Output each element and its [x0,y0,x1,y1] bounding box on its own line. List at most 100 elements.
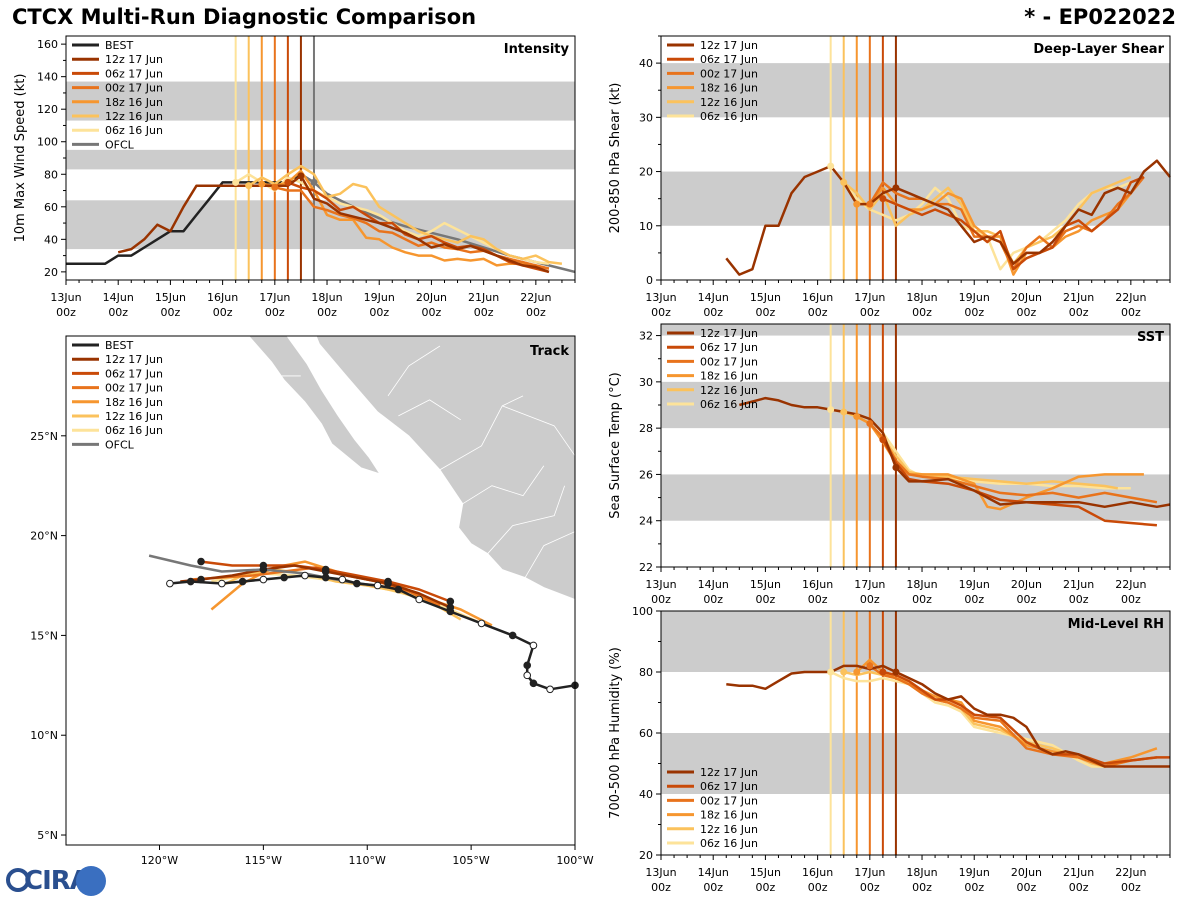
intensity-xtick-label-day: 15Jun [155,291,186,304]
sst-xtick-label-day: 15Jun [750,578,781,591]
intensity-xtick-label-day: 19Jun [364,291,395,304]
intensity-xtick-label-day: 21Jun [468,291,499,304]
intensity-xtick-label-hour: 00z [56,306,76,319]
track-position-marker-best [373,581,382,590]
shear-ytick-label: 30 [639,111,653,124]
sst-xtick-label-hour: 00z [964,593,984,606]
sst-xtick-label-hour: 00z [651,593,671,606]
sst-ytick-label: 32 [639,330,653,343]
shear-xtick-label-hour: 00z [964,306,984,319]
shear-panel-title: Deep-Layer Shear [1033,42,1164,57]
sst-xtick-label-day: 20Jun [1011,578,1042,591]
intensity-xtick-label-day: 17Jun [259,291,290,304]
track-position-marker-best [446,607,455,616]
shear-ytick-label: 0 [646,274,653,287]
state-border [439,395,524,471]
rh-panel: 13Jun 00z 14Jun 00z 15Jun 00z 16Jun 00z 17Jun 00z… [608,605,1171,894]
sst-xtick-label-hour: 00z [756,593,776,606]
rh-ylabel: 700-500 hPa Humidity (%) [608,647,623,819]
intensity-xtick-label-hour: 00z [161,306,181,319]
track-position-marker-best [394,585,403,594]
rh-ytick-label: 100 [632,605,653,618]
shear-legend-label-06z-17-jun: 06z 17 Jun [700,53,758,66]
rh-legend-label-06z-16-jun: 06z 16 Jun [700,837,758,850]
rh-threshold-band [661,611,1170,672]
intensity-xtick-label-hour: 00z [108,306,128,319]
intensity-init-marker-12z-16-jun [245,182,253,190]
intensity-init-marker-ofcl [310,178,318,186]
rh-xtick-label-hour: 00z [1121,881,1141,894]
track-panel: 120°W 115°W 110°W 105°W 100°W 5°N 10°N 15°N 20°N… [30,335,594,867]
sst-init-marker-18z-16-jun [853,413,861,421]
track-ytick-label: 25°N [30,430,58,443]
intensity-ytick-label: 40 [44,233,58,246]
sst-init-marker-00z-17-jun [866,420,874,428]
sst-init-marker-12z-16-jun [840,408,848,416]
track-position-marker-best [166,579,174,588]
sst-legend-label-12z-17-jun: 12z 17 Jun [700,327,758,340]
rh-xtick-label-day: 19Jun [959,866,990,879]
shear-series-12z-16-jun [842,175,1132,265]
intensity-init-marker-00z-17-jun [271,183,279,191]
sst-xtick-label-day: 17Jun [854,578,885,591]
rh-xtick-label-day: 16Jun [802,866,833,879]
intensity-xtick-label-hour: 00z [317,306,337,319]
sst-ytick-label: 26 [639,468,653,481]
track-legend-label-ofcl: OFCL [105,438,135,451]
track-position-marker-best [477,619,486,628]
track-position-marker-best [523,671,532,680]
sst-frame [660,323,1171,568]
sst-xtick-label-day: 19Jun [959,578,990,591]
intensity-series-18z-16-jun [261,169,550,270]
rh-init-marker-18z-16-jun [853,668,861,676]
rh-xtick-label-hour: 00z [703,881,723,894]
intensity-frame [65,35,576,281]
intensity-xtick-label-day: 16Jun [207,291,238,304]
sst-init-marker-06z-16-jun [827,406,835,414]
intensity-threshold-band [66,149,575,170]
track-position-marker-best [415,595,423,604]
shear-xtick-label-hour: 00z [860,306,880,319]
intensity-init-marker-06z-16-jun [232,178,240,186]
rh-xtick-label-day: 20Jun [1011,866,1042,879]
sst-ytick-label: 30 [639,376,653,389]
intensity-legend-label-12z-16-jun: 12z 16 Jun [105,110,163,123]
shear-init-marker-12z-17-jun [892,184,900,192]
rh-xtick-label-day: 18Jun [906,866,937,879]
sst-legend-label-12z-16-jun: 12z 16 Jun [700,384,758,397]
shear-ytick-label: 20 [639,166,653,179]
intensity-xtick-label-hour: 00z [526,306,546,319]
rh-xtick-label-hour: 00z [1017,881,1037,894]
track-ytick-label: 5°N [37,829,58,842]
sst-series-06z-17-jun [881,439,1158,527]
shear-xtick-label-hour: 00z [808,306,828,319]
sst-legend-label-06z-17-jun: 06z 17 Jun [700,341,758,354]
shear-init-marker-00z-17-jun [866,200,874,208]
track-position-marker-best [321,573,330,582]
sst-threshold-band [661,324,1170,336]
track-ytick-label: 10°N [30,729,58,742]
intensity-xtick-label-hour: 00z [213,306,233,319]
shear-xtick-label-day: 20Jun [1011,291,1042,304]
shear-legend-label-12z-16-jun: 12z 16 Jun [700,96,758,109]
track-position-marker-best [186,577,195,586]
track-panel-title: Track [530,344,569,359]
rh-xtick-label-hour: 00z [860,881,880,894]
intensity-legend-label-00z-17-jun: 00z 17 Jun [105,82,163,95]
sst-init-marker-06z-17-jun [879,436,887,444]
track-position-marker-best [353,579,361,588]
rh-ytick-label: 40 [639,788,653,801]
shear-xtick-label-hour: 00z [912,306,932,319]
sst-xtick-label-day: 14Jun [698,578,729,591]
sst-xtick-label-hour: 00z [808,593,828,606]
rh-legend-label-00z-17-jun: 00z 17 Jun [700,794,758,807]
track-legend-label-12z-16-jun: 12z 16 Jun [105,410,163,423]
shear-xtick-label-day: 13Jun [645,291,676,304]
intensity-ytick-label: 140 [37,71,58,84]
track-position-marker-best [338,575,347,584]
sst-xtick-label-hour: 00z [703,593,723,606]
intensity-series-12z-16-jun [248,164,563,265]
sst-xtick-label-day: 22Jun [1115,578,1146,591]
sst-xtick-label-day: 18Jun [906,578,937,591]
intensity-xtick-label-day: 18Jun [311,291,342,304]
